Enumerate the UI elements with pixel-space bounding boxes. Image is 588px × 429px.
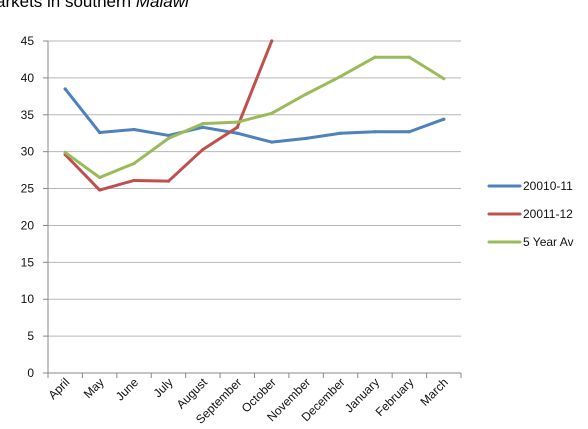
data-point-20010-11-september (235, 131, 239, 135)
legend-label-20010-11: 20010-11 (523, 179, 573, 193)
data-point-5-year-av-october (270, 111, 274, 115)
x-tick-label-february: February (373, 375, 417, 419)
y-tick-label: 15 (21, 255, 35, 269)
data-point-5-year-av-february (407, 55, 411, 59)
data-point-5-year-av-march (442, 77, 446, 81)
legend-label-5-year-av: 5 Year Av (523, 235, 574, 249)
chart-title-regular: arkets in southern (0, 0, 136, 11)
data-point-20011-12-september (235, 125, 239, 129)
data-point-20011-12-june (132, 178, 136, 183)
data-point-20010-11-june (132, 127, 136, 132)
y-tick-label: 30 (21, 145, 35, 159)
chart-title: arkets in southern Malawi (0, 0, 190, 11)
data-point-5-year-av-may (98, 175, 102, 180)
series-line-20011-12 (63, 39, 274, 192)
y-tick-label: 25 (21, 182, 35, 196)
axes (43, 40, 462, 378)
y-tick-label: 40 (21, 71, 35, 85)
data-point-20010-11-april (63, 87, 67, 91)
data-point-20011-12-may (98, 188, 102, 192)
data-point-20010-11-november (304, 136, 308, 140)
data-point-5-year-av-august (201, 122, 205, 126)
data-point-5-year-av-september (235, 120, 239, 124)
plot-area (63, 39, 446, 192)
data-point-20010-11-december (338, 131, 343, 135)
x-tick-label-july: July (151, 375, 176, 400)
series-line-20010-11 (63, 87, 446, 144)
data-point-20011-12-october (270, 39, 274, 43)
data-point-20010-11-february (407, 130, 411, 134)
data-point-5-year-av-april (63, 150, 67, 155)
y-tick-label: 35 (21, 108, 35, 122)
legend: 20010-11 20011-12 5 Year Av (487, 179, 574, 249)
series-line-5-year-av (63, 55, 446, 179)
y-tick-label: 20 (21, 218, 35, 232)
data-point-5-year-av-july (166, 136, 171, 140)
data-point-5-year-av-june (132, 161, 136, 166)
data-point-20011-12-august (201, 147, 205, 152)
x-tick-label-june: June (113, 375, 142, 404)
legend-label-20011-12: 20011-12 (523, 207, 573, 221)
y-tick-label: 45 (21, 34, 35, 48)
data-point-20010-11-october (270, 140, 274, 144)
x-tick-label-april: April (45, 375, 72, 402)
data-point-20010-11-july (166, 133, 171, 138)
data-point-20010-11-august (201, 125, 205, 129)
gridlines (48, 40, 461, 337)
x-tick-label-march: March (417, 375, 450, 408)
x-tick-label-may: May (81, 375, 107, 401)
y-tick-label: 10 (21, 292, 35, 306)
data-point-20010-11-january (373, 130, 377, 134)
data-point-20010-11-may (98, 130, 102, 135)
data-point-20011-12-july (166, 179, 171, 183)
data-point-20010-11-march (442, 117, 446, 121)
y-tick-label: 5 (27, 329, 34, 343)
y-tick-label: 0 (27, 366, 34, 380)
data-point-5-year-av-december (338, 74, 343, 79)
chart-title-italic: Malawi (136, 0, 190, 11)
data-point-5-year-av-january (373, 55, 377, 59)
data-point-5-year-av-november (304, 92, 308, 96)
